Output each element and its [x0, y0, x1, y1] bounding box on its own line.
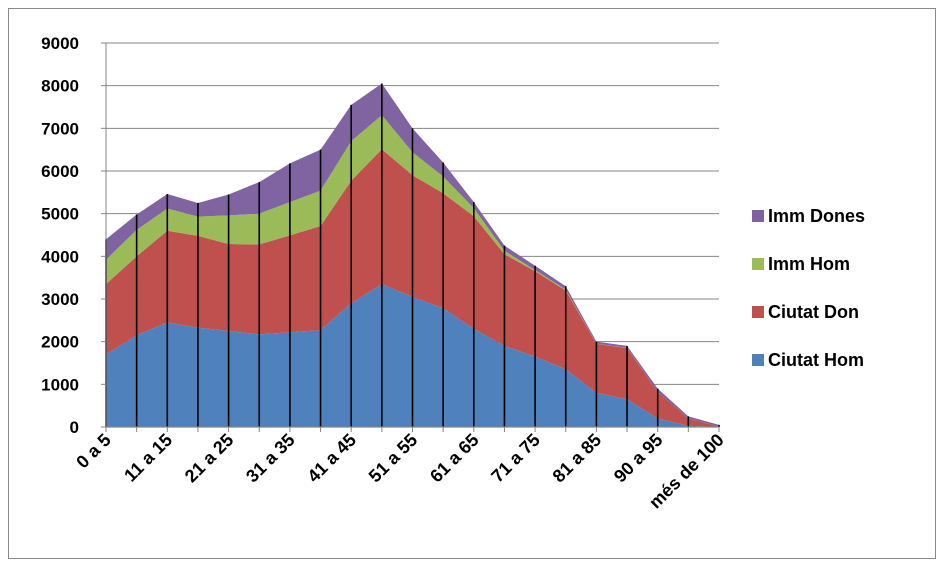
- legend-item: Ciutat Hom: [752, 350, 932, 370]
- x-tick-labels: 0 a 5 11 a 15 21 a 25 31 a 35 41 a 45 51 a 55…: [72, 430, 727, 513]
- legend-swatch: [752, 306, 764, 318]
- y-tick-label: 1000: [41, 375, 79, 394]
- x-tick-label: 90 a 95: [610, 430, 667, 487]
- x-tick-label: 31 a 35: [242, 430, 299, 487]
- x-tick-label: 71 a 75: [487, 430, 544, 487]
- legend-label: Ciutat Hom: [768, 349, 864, 370]
- x-tick-label: 21 a 25: [181, 430, 238, 487]
- y-tick-label: 5000: [41, 205, 79, 224]
- x-tick-label: 81 a 85: [549, 430, 606, 487]
- axes: [101, 42, 720, 432]
- legend-swatch: [752, 210, 764, 222]
- x-tick-label: 61 a 65: [426, 430, 483, 487]
- y-tick-label: 7000: [41, 119, 79, 138]
- y-tick-label: 8000: [41, 77, 79, 96]
- legend: Imm Dones Imm Hom Ciutat Don Ciutat Hom: [752, 206, 932, 398]
- legend-label: Imm Hom: [768, 253, 851, 274]
- y-tick-label: 9000: [41, 34, 79, 53]
- legend-item: Ciutat Don: [752, 302, 932, 322]
- y-tick-label: 0: [70, 418, 79, 437]
- legend-item: Imm Hom: [752, 254, 932, 274]
- legend-label: Imm Dones: [768, 205, 866, 226]
- drop-lines: [105, 83, 720, 427]
- x-tick-label: 41 a 45: [303, 430, 360, 487]
- x-tick-label: 11 a 15: [120, 430, 176, 486]
- legend-item: Imm Dones: [752, 206, 932, 226]
- y-tick-labels: 0 1000 2000 3000 4000 5000 6000 7000 8000 9000: [41, 34, 79, 437]
- y-tick-label: 4000: [41, 247, 79, 266]
- y-tick-label: 3000: [41, 290, 79, 309]
- x-tick-label: 51 a 55: [365, 430, 422, 487]
- y-tick-label: 2000: [41, 333, 79, 352]
- legend-swatch: [752, 258, 764, 270]
- legend-swatch: [752, 354, 764, 366]
- legend-label: Ciutat Don: [768, 301, 859, 322]
- y-tick-label: 6000: [41, 162, 79, 181]
